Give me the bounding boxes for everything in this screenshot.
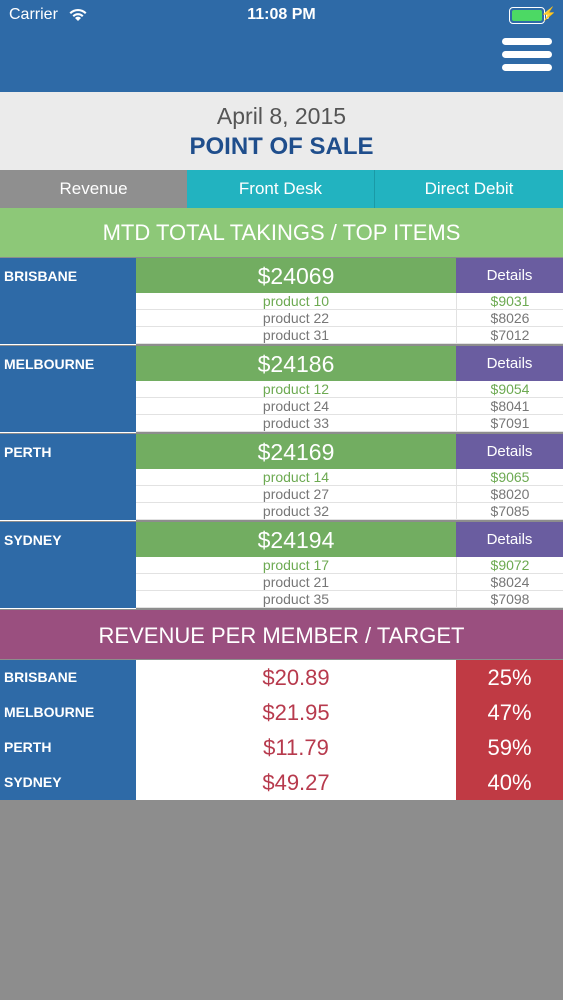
revenue-row-sydney: SYDNEY $49.27 40%	[0, 765, 563, 800]
details-button[interactable]: Details	[456, 258, 563, 293]
product-value: $9065	[456, 469, 563, 486]
product-row: product 32 $7085	[136, 503, 563, 520]
page-header: April 8, 2015 POINT OF SALE	[0, 92, 563, 170]
product-value: $9054	[456, 381, 563, 398]
product-name: product 14	[262, 469, 330, 485]
product-name: product 17	[262, 557, 330, 573]
carrier-label: Carrier	[9, 6, 58, 23]
product-name: product 35	[262, 591, 330, 607]
product-value: $9072	[456, 557, 563, 574]
page-title: POINT OF SALE	[189, 133, 374, 160]
city-name: PERTH	[0, 730, 136, 765]
product-value: $8024	[456, 574, 563, 591]
city-name: BRISBANE	[0, 660, 136, 695]
report-date: April 8, 2015	[216, 103, 347, 129]
product-value: $7085	[456, 503, 563, 520]
city-name: PERTH	[0, 434, 136, 521]
city-name: MELBOURNE	[0, 695, 136, 730]
product-name: product 33	[262, 415, 330, 431]
city-total: $24069	[136, 258, 456, 293]
city-block-perth: PERTH $24169 Details product 14 $9065 pr…	[0, 434, 563, 521]
product-row: product 17 $9072	[136, 557, 563, 574]
product-value: $7091	[456, 415, 563, 432]
product-row: product 27 $8020	[136, 486, 563, 503]
city-block-sydney: SYDNEY $24194 Details product 17 $9072 p…	[0, 522, 563, 609]
city-block-melbourne: MELBOURNE $24186 Details product 12 $905…	[0, 346, 563, 433]
product-name: product 27	[262, 486, 330, 502]
city-name: SYDNEY	[0, 765, 136, 800]
product-value: $8041	[456, 398, 563, 415]
clock: 11:08 PM	[247, 6, 316, 23]
revenue-per-member-value: $49.27	[136, 765, 456, 800]
target-percent: 59%	[456, 730, 563, 765]
product-row: product 10 $9031	[136, 293, 563, 310]
product-name: product 24	[262, 398, 330, 414]
revenue-row-brisbane: BRISBANE $20.89 25%	[0, 660, 563, 695]
city-name: MELBOURNE	[0, 346, 136, 433]
product-row: product 33 $7091	[136, 415, 563, 432]
target-percent: 25%	[456, 660, 563, 695]
charging-bolt-icon: ⚡	[540, 6, 557, 21]
product-name: product 10	[262, 293, 330, 309]
product-row: product 21 $8024	[136, 574, 563, 591]
product-row: product 35 $7098	[136, 591, 563, 608]
city-total: $24169	[136, 434, 456, 469]
product-name: product 22	[262, 310, 330, 326]
mtd-section-title: MTD TOTAL TAKINGS / TOP ITEMS	[0, 208, 563, 257]
revenue-per-member-value: $20.89	[136, 660, 456, 695]
revenue-per-member-value: $11.79	[136, 730, 456, 765]
revenue-row-melbourne: MELBOURNE $21.95 47%	[0, 695, 563, 730]
tab-direct-debit[interactable]: Direct Debit	[375, 170, 563, 208]
city-total: $24186	[136, 346, 456, 381]
details-button[interactable]: Details	[456, 434, 563, 469]
product-value: $8020	[456, 486, 563, 503]
product-name: product 31	[262, 327, 330, 343]
tab-bar: Revenue Front Desk Direct Debit	[0, 170, 563, 208]
navigation-bar: Carrier 11:08 PM ⚡	[0, 0, 563, 92]
revenue-per-member-title: REVENUE PER MEMBER / TARGET	[0, 610, 563, 659]
battery-icon	[509, 7, 549, 24]
revenue-per-member-value: $21.95	[136, 695, 456, 730]
city-name: BRISBANE	[0, 258, 136, 345]
product-row: product 24 $8041	[136, 398, 563, 415]
details-button[interactable]: Details	[456, 346, 563, 381]
tab-front-desk[interactable]: Front Desk	[187, 170, 375, 208]
details-button[interactable]: Details	[456, 522, 563, 557]
product-value: $7098	[456, 591, 563, 608]
city-block-brisbane: BRISBANE $24069 Details product 10 $9031…	[0, 258, 563, 345]
revenue-row-perth: PERTH $11.79 59%	[0, 730, 563, 765]
product-value: $7012	[456, 327, 563, 344]
product-row: product 14 $9065	[136, 469, 563, 486]
product-row: product 22 $8026	[136, 310, 563, 327]
tab-revenue[interactable]: Revenue	[0, 170, 187, 208]
product-row: product 31 $7012	[136, 327, 563, 344]
status-bar: Carrier 11:08 PM ⚡	[0, 4, 563, 26]
hamburger-menu-icon[interactable]	[502, 38, 552, 78]
target-percent: 47%	[456, 695, 563, 730]
city-name: SYDNEY	[0, 522, 136, 609]
product-name: product 32	[262, 503, 330, 519]
city-total: $24194	[136, 522, 456, 557]
product-value: $8026	[456, 310, 563, 327]
product-row: product 12 $9054	[136, 381, 563, 398]
product-name: product 21	[262, 574, 330, 590]
wifi-icon	[68, 8, 88, 27]
target-percent: 40%	[456, 765, 563, 800]
product-name: product 12	[262, 381, 330, 397]
product-value: $9031	[456, 293, 563, 310]
